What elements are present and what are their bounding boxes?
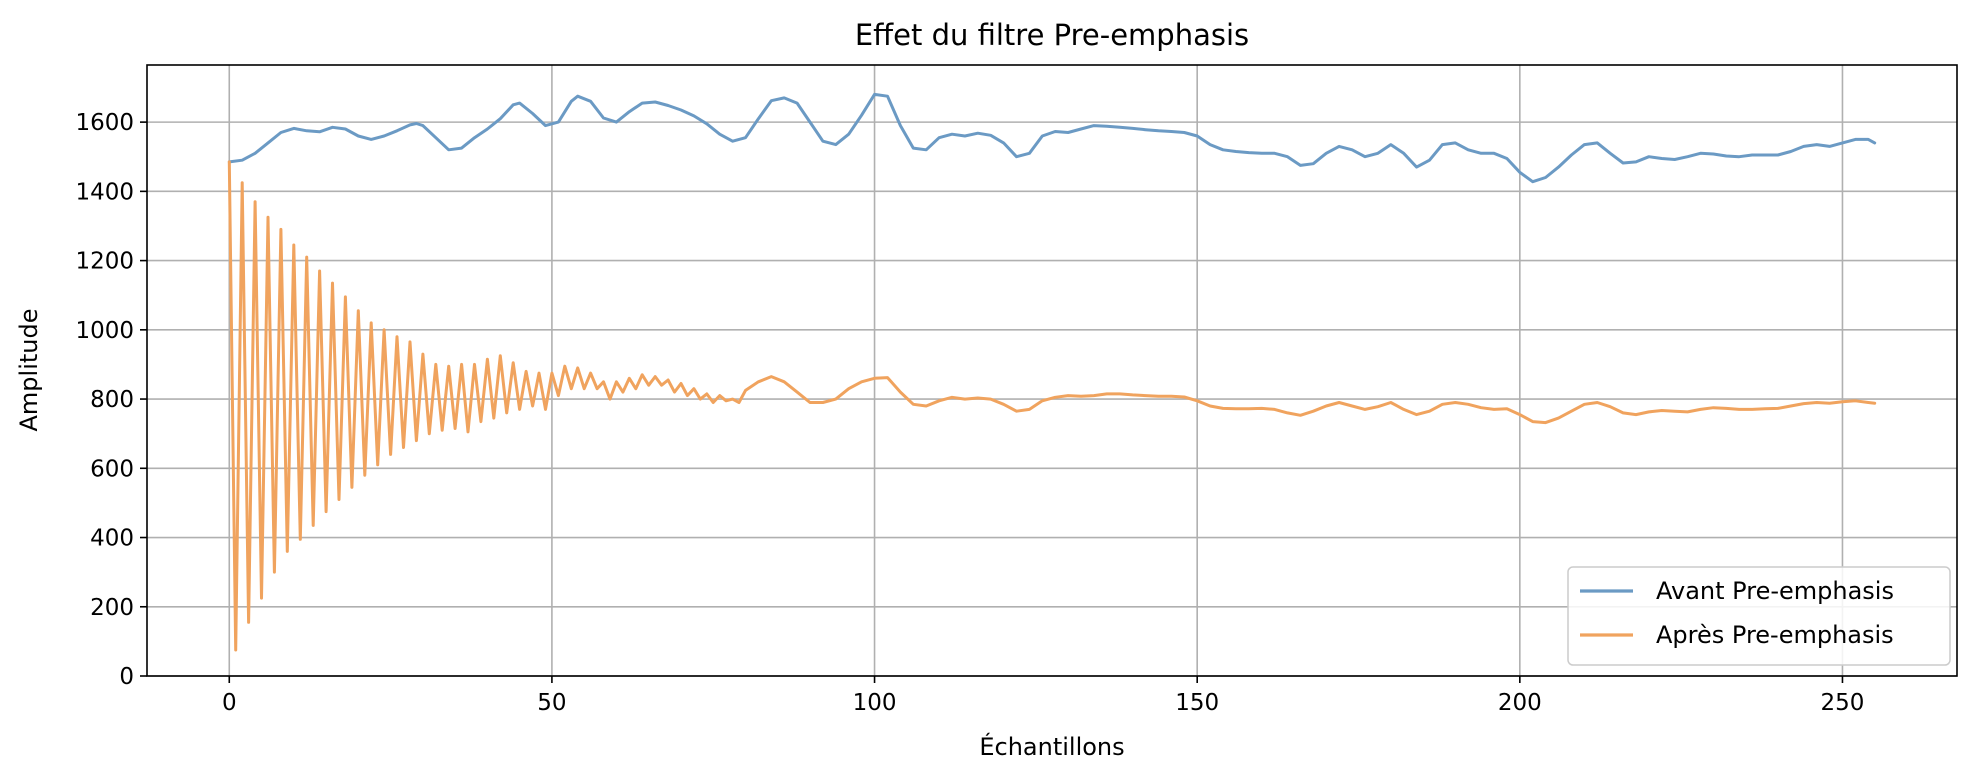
series-line-apres [227, 160, 1877, 652]
x-tick-label: 200 [1498, 690, 1542, 716]
y-tick-label: 0 [119, 664, 134, 690]
y-tick-label: 400 [90, 526, 134, 552]
legend: Avant Pre-emphasis Après Pre-emphasis [1567, 566, 1951, 666]
y-tick-label: 1200 [75, 249, 134, 275]
x-axis-title: Échantillons [979, 732, 1124, 761]
x-tick-label: 50 [537, 690, 566, 716]
y-tick-label: 800 [90, 387, 134, 413]
x-tick-label: 250 [1821, 690, 1865, 716]
x-tick-label: 150 [1175, 690, 1219, 716]
y-tick-label: 1600 [75, 110, 134, 136]
axis-ticks: 0 50 100 150 200 250 0 200 400 600 800 1000 1200 1400… [75, 110, 1864, 716]
plot-lines [227, 92, 1877, 652]
x-tick-label: 0 [222, 690, 237, 716]
plot-frame [146, 64, 1958, 677]
y-tick-label: 1000 [75, 318, 134, 344]
legend-box [1567, 566, 1951, 666]
y-axis-title: Amplitude [15, 309, 43, 432]
chart-title: Effet du filtre Pre-emphasis [855, 18, 1249, 52]
x-tick-label: 100 [853, 690, 897, 716]
legend-label-avant: Avant Pre-emphasis [1656, 577, 1894, 605]
y-tick-label: 600 [90, 456, 134, 482]
legend-label-apres: Après Pre-emphasis [1656, 621, 1894, 649]
series-line-avant [227, 92, 1877, 184]
y-tick-label: 200 [90, 595, 134, 621]
y-tick-label: 1400 [75, 179, 134, 205]
